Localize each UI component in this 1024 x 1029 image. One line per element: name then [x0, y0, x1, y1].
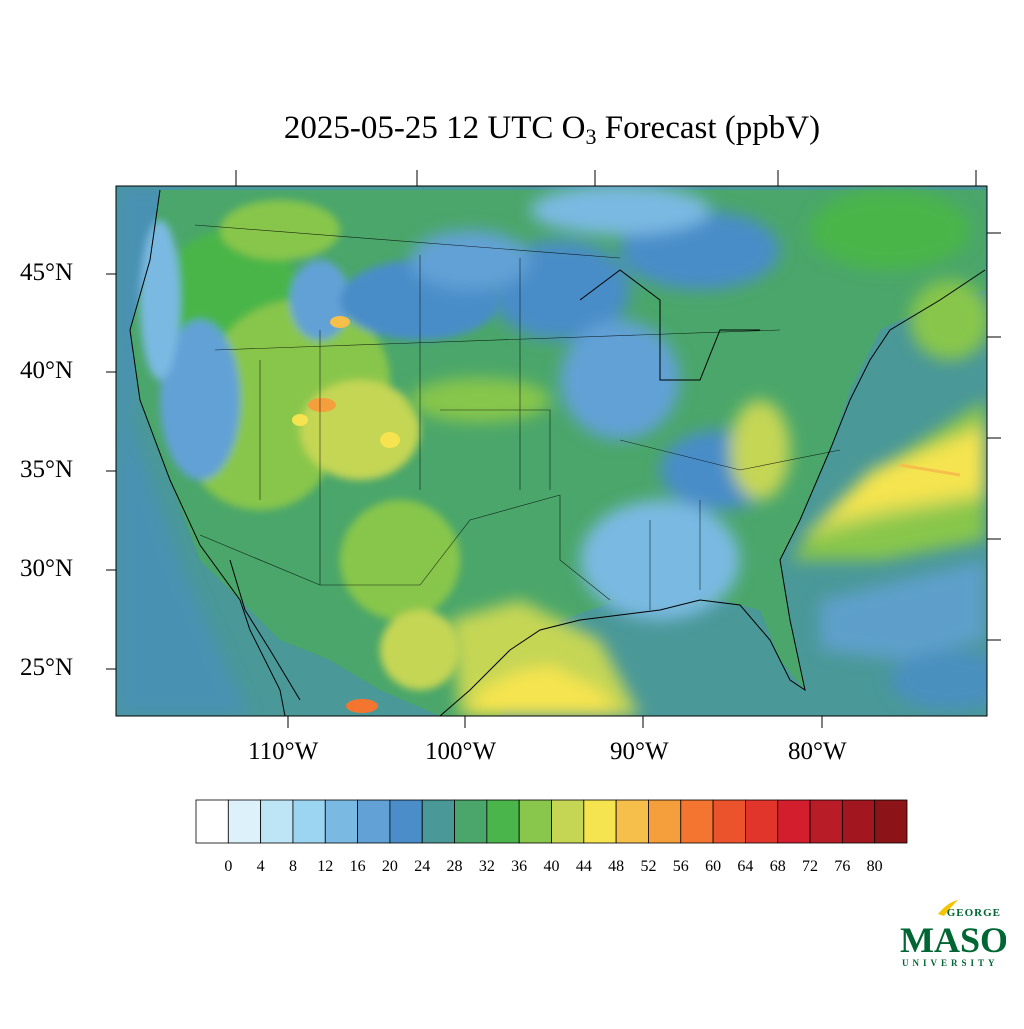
colorbar-tick-label: 72 [802, 858, 818, 875]
colorbar-swatch [195, 799, 229, 844]
colorbar-swatch [583, 799, 617, 844]
colorbar-swatch [841, 799, 876, 844]
colorbar-swatch [712, 799, 746, 844]
colorbar-tick-label: 12 [317, 858, 333, 875]
title-suffix: Forecast (ppbV) [596, 110, 821, 146]
colorbar-tick-label: 76 [834, 858, 850, 875]
coastline [129, 189, 986, 716]
lon-label-80: 80°W [788, 738, 847, 765]
colorbar-swatch [389, 799, 423, 844]
colorbar-swatch [518, 799, 552, 844]
colorbar-swatch [809, 799, 843, 844]
lat-label-40: 40°N [20, 357, 74, 384]
colorbar-tick-label: 48 [608, 858, 624, 875]
colorbar-swatch [777, 799, 811, 844]
colorbar-tick-label: 32 [479, 858, 495, 875]
colorbar: 0 4 8 12 16 20 24 28 32 36 40 44 48 52 56 60 64 68 72 76 80 [195, 799, 908, 875]
logo-top-text: GEORGE [947, 907, 1001, 919]
lat-label-30: 30°N [20, 555, 74, 582]
colorbar-swatch [324, 799, 358, 844]
colorbar-swatch [874, 799, 908, 844]
lat-ticks [106, 170, 1001, 728]
title-prefix: 2025-05-25 12 UTC O [283, 110, 586, 146]
lon-label-110: 110°W [248, 738, 319, 765]
colorbar-tick-label: 24 [414, 858, 430, 875]
lon-label-90: 90°W [610, 738, 669, 765]
colorbar-tick-label: 4 [257, 858, 265, 875]
colorbar-swatch [486, 799, 520, 844]
map-title: 2025-05-25 12 UTC O3 Forecast (ppbV) [0, 110, 1024, 150]
colorbar-tick-label: 8 [289, 858, 297, 875]
colorbar-tick-label: 20 [382, 858, 398, 875]
title-subscript: 3 [585, 124, 597, 149]
ozone-field [116, 186, 987, 716]
colorbar-tick-label: 36 [511, 858, 527, 875]
colorbar-tick-label: 80 [867, 858, 883, 875]
colorbar-tick-label: 64 [737, 858, 753, 875]
map-frame [115, 185, 988, 717]
gmu-logo: GEORGE MASON UNIVERSITY [896, 900, 1024, 970]
colorbar-swatch [551, 799, 585, 844]
colorbar-tick-label: 52 [640, 858, 656, 875]
colorbar-swatch [680, 799, 714, 844]
colorbar-swatch [421, 799, 455, 844]
lon-label-100: 100°W [425, 738, 497, 765]
logo-main-text: MASON [900, 920, 1006, 960]
colorbar-tick-label: 40 [544, 858, 560, 875]
state-boundaries [194, 224, 841, 610]
lat-label-35: 35°N [20, 456, 74, 483]
colorbar-tick-label: 68 [770, 858, 786, 875]
colorbar-swatch [745, 799, 779, 844]
colorbar-tick-label: 60 [705, 858, 721, 875]
colorbar-swatch [227, 799, 262, 844]
colorbar-tick-label: 28 [447, 858, 463, 875]
colorbar-tick-label: 56 [673, 858, 689, 875]
colorbar-swatch [292, 799, 326, 844]
colorbar-swatch [454, 799, 488, 844]
colorbar-tick-label: 0 [224, 858, 232, 875]
lat-label-25: 25°N [20, 654, 74, 681]
lat-label-45: 45°N [20, 259, 74, 286]
colorbar-tick-label: 44 [576, 858, 592, 875]
colorbar-tick-label: 16 [350, 858, 366, 875]
colorbar-swatch [260, 799, 294, 844]
colorbar-swatch [615, 799, 649, 844]
logo-bottom-text: UNIVERSITY [902, 958, 999, 968]
colorbar-swatch [648, 799, 682, 844]
colorbar-swatch [357, 799, 391, 844]
